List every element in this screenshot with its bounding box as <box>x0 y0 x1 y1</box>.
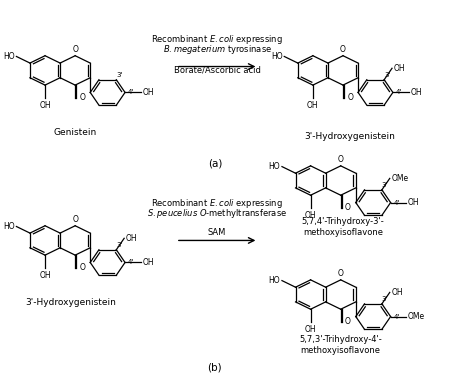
Text: O: O <box>72 45 78 54</box>
Text: 3'-Hydroxygenistein: 3'-Hydroxygenistein <box>25 298 116 307</box>
Text: OMe: OMe <box>392 174 409 183</box>
Text: HO: HO <box>3 222 15 231</box>
Text: OH: OH <box>142 258 154 267</box>
Text: 3'-Hydroxygenistein: 3'-Hydroxygenistein <box>304 132 395 141</box>
Text: $\it{S. peucelius}$ $\it{O}$-methyltransferase: $\it{S. peucelius}$ $\it{O}$-methyltrans… <box>147 207 287 220</box>
Text: HO: HO <box>3 52 15 61</box>
Text: O: O <box>338 155 344 164</box>
Text: OMe: OMe <box>408 312 425 321</box>
Text: OH: OH <box>305 325 317 334</box>
Text: O: O <box>72 215 78 224</box>
Text: O: O <box>80 93 85 102</box>
Text: O: O <box>345 203 351 212</box>
Text: 5,7,4'-Trihydroxy-3'-
methoxyisoflavone: 5,7,4'-Trihydroxy-3'- methoxyisoflavone <box>301 217 384 237</box>
Text: 3': 3' <box>384 72 391 78</box>
Text: OH: OH <box>39 100 51 109</box>
Text: Recombinant $\it{E. coli}$ expressing: Recombinant $\it{E. coli}$ expressing <box>151 197 283 210</box>
Text: OH: OH <box>410 88 422 97</box>
Text: HO: HO <box>269 276 280 285</box>
Text: OH: OH <box>142 88 154 97</box>
Text: 3': 3' <box>382 182 388 189</box>
Text: 4': 4' <box>128 89 134 95</box>
Text: O: O <box>80 263 85 272</box>
Text: OH: OH <box>39 270 51 279</box>
Text: 4': 4' <box>393 314 400 319</box>
Text: O: O <box>345 317 351 326</box>
Text: O: O <box>338 269 344 278</box>
Text: 4': 4' <box>393 200 400 205</box>
Text: OH: OH <box>307 100 319 109</box>
Text: $\it{B. megaterium}$ tyrosinase: $\it{B. megaterium}$ tyrosinase <box>163 44 272 56</box>
Text: SAM: SAM <box>208 228 226 237</box>
Text: 3': 3' <box>382 296 388 302</box>
Text: Genistein: Genistein <box>54 128 97 137</box>
Text: O: O <box>347 93 353 102</box>
Text: OH: OH <box>392 288 403 297</box>
Text: 5,7,3'-Trihydroxy-4'-
methoxyisoflavone: 5,7,3'-Trihydroxy-4'- methoxyisoflavone <box>300 335 382 355</box>
Text: OH: OH <box>408 198 419 207</box>
Text: (a): (a) <box>208 158 222 168</box>
Text: O: O <box>340 45 346 54</box>
Text: OH: OH <box>394 64 405 73</box>
Text: (b): (b) <box>208 363 222 373</box>
Text: 4': 4' <box>396 89 402 95</box>
Text: HO: HO <box>271 52 283 61</box>
Text: Recombinant $\it{E. coli}$ expressing: Recombinant $\it{E. coli}$ expressing <box>151 33 283 46</box>
Text: OH: OH <box>126 234 137 243</box>
Text: 3': 3' <box>116 72 123 78</box>
Text: OH: OH <box>305 211 317 220</box>
Text: 4': 4' <box>128 260 134 265</box>
Text: HO: HO <box>269 162 280 171</box>
Text: 3': 3' <box>116 242 123 248</box>
Text: Borate/Ascorbic acid: Borate/Ascorbic acid <box>173 66 261 75</box>
